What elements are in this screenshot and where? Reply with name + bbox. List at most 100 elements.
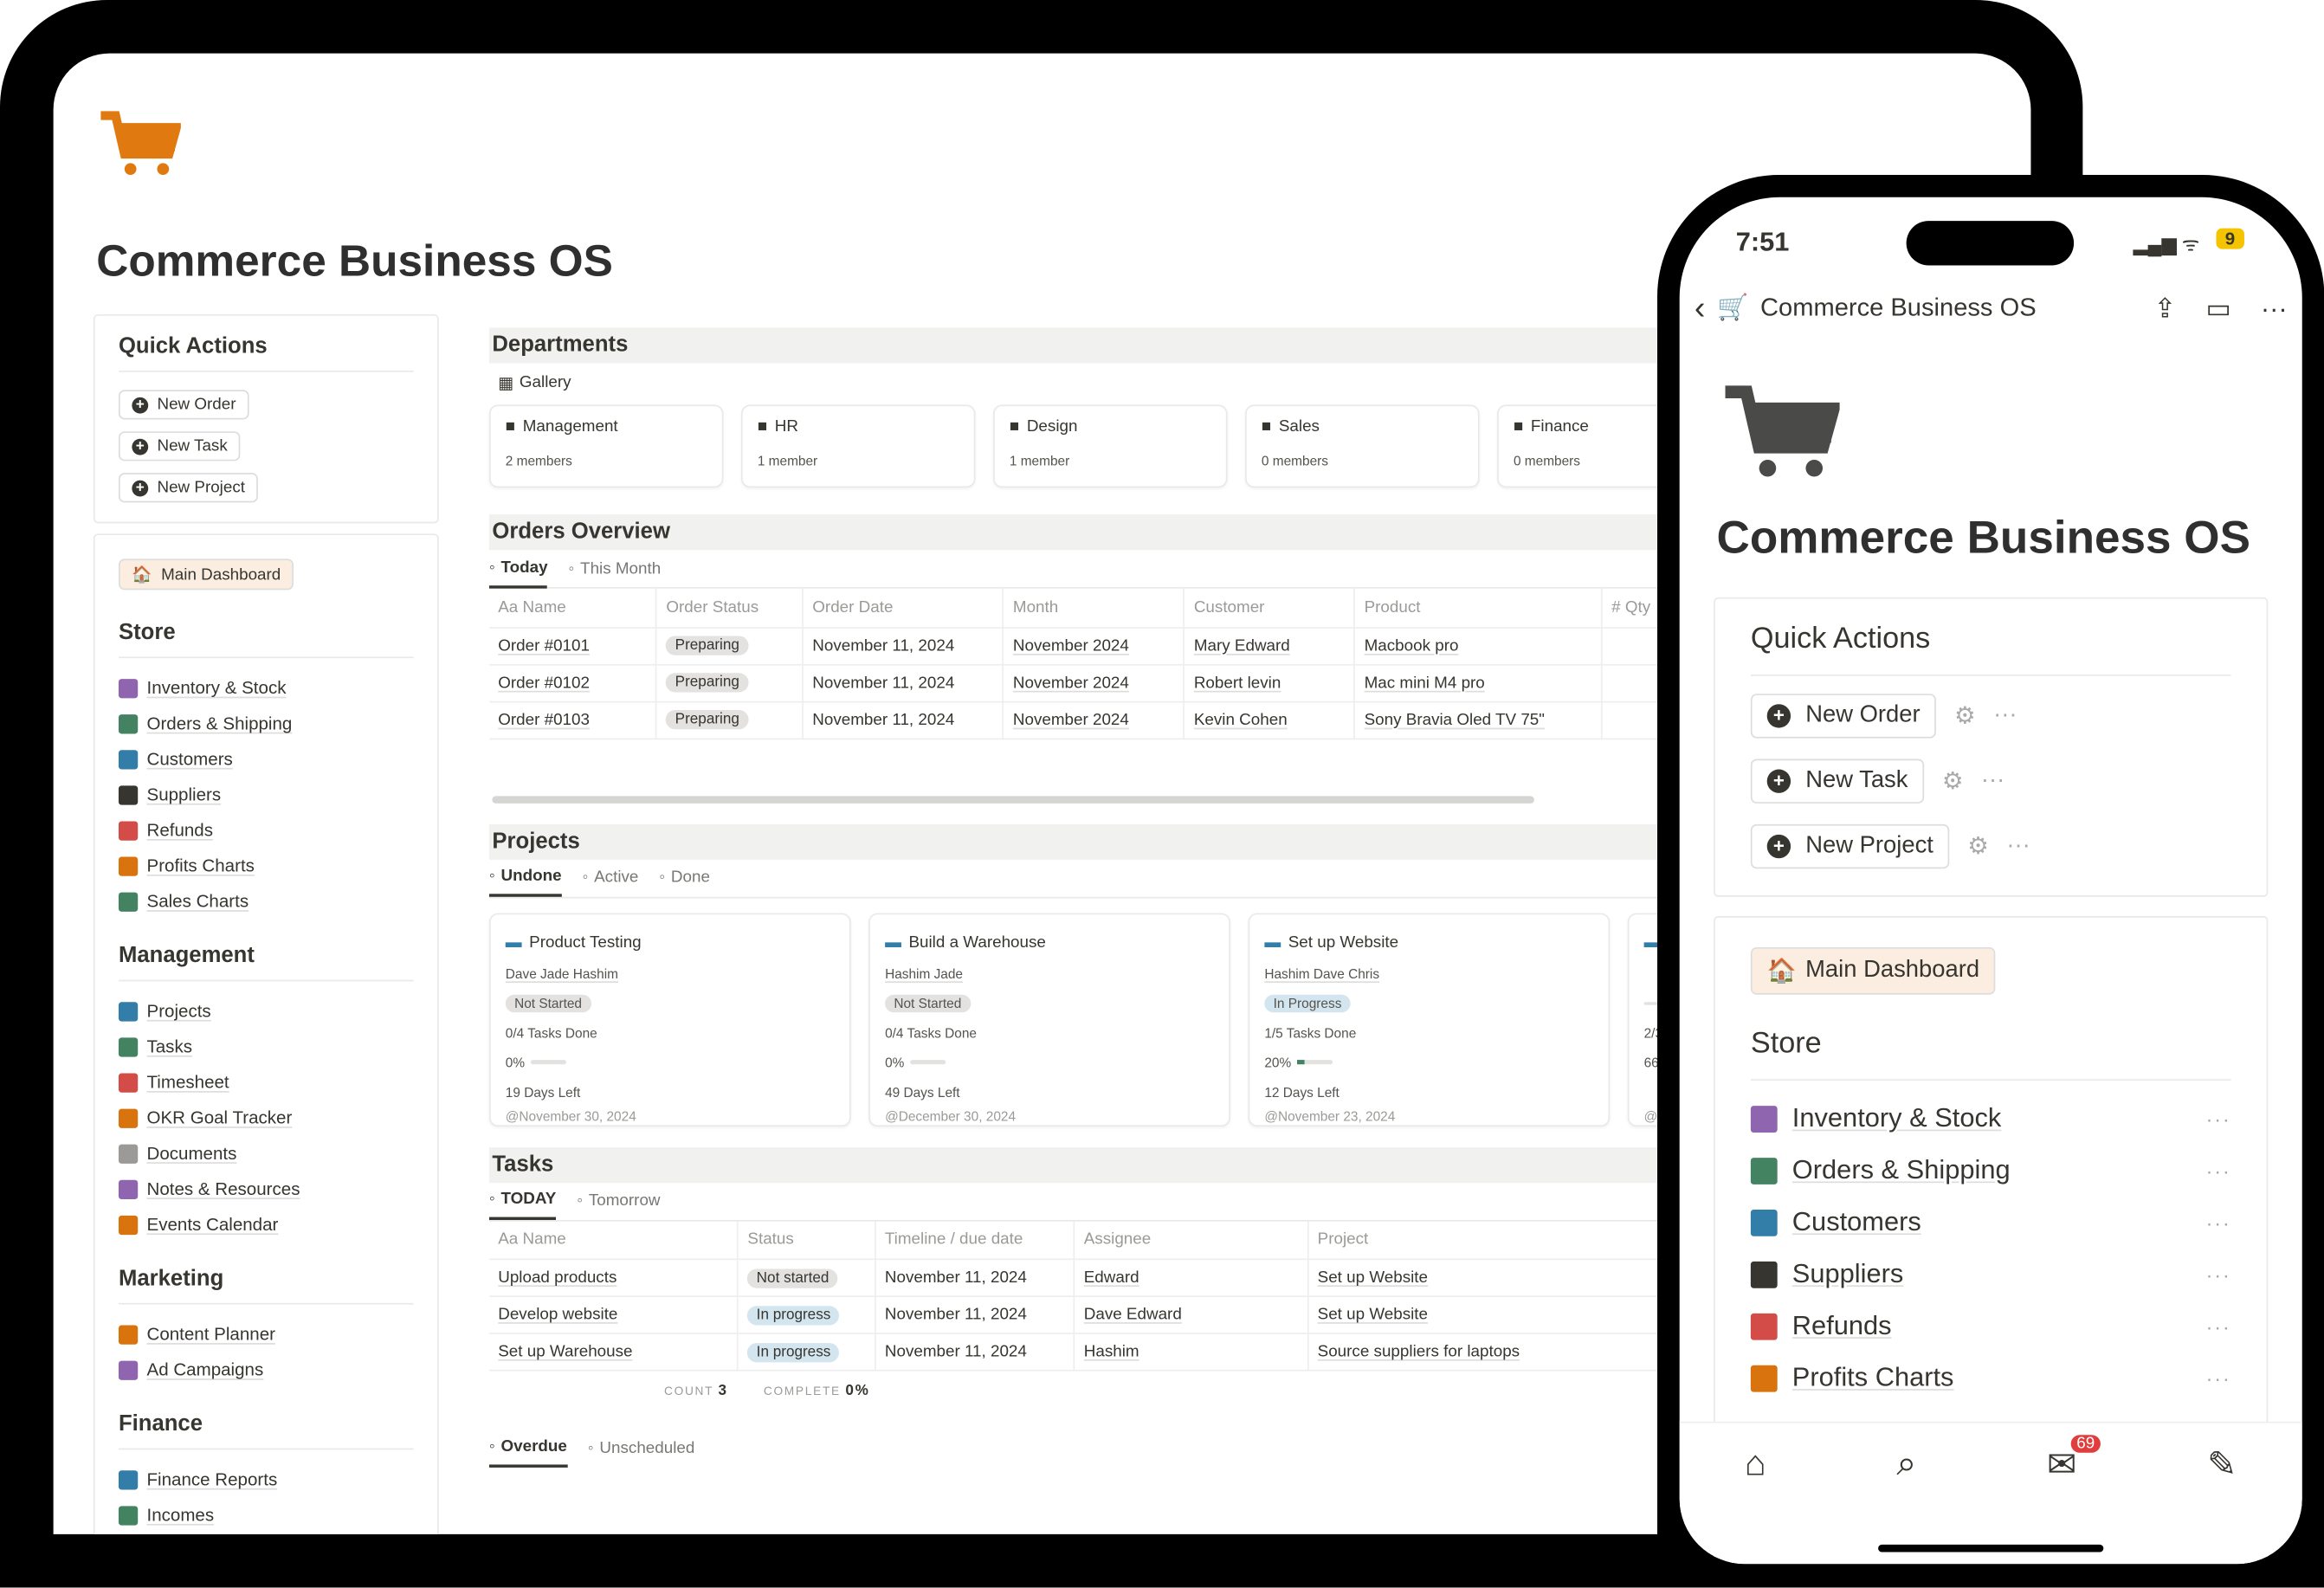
view-tab[interactable]: ◦ TODAY (488, 1181, 557, 1220)
phone-quick-action[interactable]: + New Task ⚙ ··· (1750, 753, 2231, 810)
page-icon (118, 678, 139, 698)
view-tab[interactable]: ◦ Overdue (488, 1429, 567, 1468)
more-icon[interactable]: ··· (2205, 1210, 2231, 1235)
more-icon[interactable]: ··· (2205, 1107, 2231, 1131)
share-icon[interactable]: ⇪ (2153, 293, 2177, 323)
quick-action-new-order[interactable]: + New Order (118, 390, 249, 420)
column-header[interactable]: Project (1307, 1220, 1675, 1261)
home-tab-icon[interactable]: ⌂ (1744, 1443, 1766, 1484)
phone-quick-action[interactable]: + New Project ⚙ ··· (1750, 818, 2231, 875)
project-card[interactable]: ▬ Product Testing Dave Jade Hashim Not Star… (488, 912, 851, 1126)
table-row[interactable]: Upload products Not started November 11, 2… (488, 1259, 1675, 1298)
sidebar-item[interactable]: Timesheet (118, 1064, 414, 1100)
table-row[interactable]: Set up Warehouse In progress November 11, … (488, 1333, 1675, 1372)
page-icon (118, 1214, 139, 1235)
page-icon (1750, 1157, 1778, 1185)
project-card[interactable]: ▬ Set up Website Hashim Dave Chris In Progr… (1248, 912, 1611, 1126)
sidebar-item[interactable]: Ad Campaigns (118, 1352, 414, 1387)
gear-icon[interactable]: ⚙ (1954, 704, 1976, 730)
phone-nav-item[interactable]: Customers ··· (1750, 1197, 2231, 1249)
column-header[interactable]: Timeline / due date (875, 1220, 1075, 1261)
department-members: 1 member (1009, 453, 1070, 468)
department-members: 0 members (1513, 453, 1581, 468)
more-icon[interactable]: ··· (2205, 1314, 2231, 1339)
column-header[interactable]: Status (738, 1220, 876, 1261)
back-icon[interactable]: ‹ (1694, 288, 1706, 326)
sidebar-item[interactable]: Events Calendar (118, 1207, 414, 1243)
compose-tab-icon[interactable]: ✎ (2206, 1445, 2237, 1486)
more-icon[interactable]: ··· (2205, 1262, 2231, 1287)
department-card[interactable]: ■ Sales 0 members (1245, 404, 1480, 488)
table-row[interactable]: Order #0103 Preparing November 11, 2024 Nov… (488, 700, 1675, 739)
table-cell: In progress (738, 1333, 876, 1372)
department-card[interactable]: ■ HR 1 member (741, 404, 976, 488)
phone-nav-item[interactable]: Inventory & Stock ··· (1750, 1093, 2231, 1145)
view-tab[interactable]: ◦ Active (583, 858, 639, 897)
sidebar-item[interactable]: Profits Charts (118, 848, 414, 883)
view-tab[interactable]: ◦ Today (488, 549, 548, 588)
phone-nav-item[interactable]: Refunds ··· (1750, 1300, 2231, 1352)
sidebar-item[interactable]: Customers (118, 741, 414, 777)
sidebar-item[interactable]: Refunds (118, 812, 414, 848)
table-row[interactable]: Develop website In progress November 11, 2… (488, 1296, 1675, 1334)
gallery-view-tab[interactable]: ▦ Gallery (489, 363, 2030, 402)
view-tab[interactable]: ◦ Tomorrow (577, 1181, 660, 1220)
view-tab[interactable]: ◦ This Month (569, 549, 662, 588)
more-icon[interactable]: ··· (2205, 1158, 2231, 1183)
sidebar-item[interactable]: Notes & Resources (118, 1171, 414, 1206)
gear-icon[interactable]: ⚙ (1941, 769, 1964, 795)
table-row[interactable]: Order #0102 Preparing November 11, 2024 Nov… (488, 663, 1675, 702)
gear-icon[interactable]: ⚙ (1967, 834, 1989, 860)
view-tab[interactable]: ◦ Unscheduled (588, 1429, 694, 1468)
more-icon[interactable]: ··· (2205, 1365, 2231, 1390)
column-header[interactable]: Aa Name (488, 588, 658, 629)
department-icon: ■ (1261, 417, 1272, 436)
more-icon[interactable]: ··· (1980, 767, 2005, 793)
horizontal-scrollbar[interactable] (492, 795, 1534, 804)
sidebar-item[interactable]: Orders & Shipping (118, 706, 414, 741)
days-left: 19 Days Left (505, 1084, 581, 1100)
column-header[interactable]: Order Date (803, 588, 1004, 629)
sidebar-item-label: Orders & Shipping (146, 713, 293, 734)
column-header[interactable]: Product (1354, 588, 1603, 629)
search-tab-icon[interactable]: ⌕ (1896, 1443, 1917, 1484)
inbox-tab-icon[interactable]: ✉ 69 (2047, 1435, 2101, 1564)
main-dashboard-button[interactable]: 🏠 Main Dashboard (118, 558, 294, 591)
sidebar-item[interactable]: OKR Goal Tracker (118, 1100, 414, 1135)
column-header[interactable]: Month (1003, 588, 1185, 629)
sidebar-item[interactable]: Content Planner (118, 1316, 414, 1352)
sidebar-item[interactable]: Projects (118, 993, 414, 1029)
quick-action-new-project[interactable]: + New Project (118, 473, 259, 503)
view-tab[interactable]: ◦ Undone (488, 858, 562, 897)
tab-label: TODAY (500, 1190, 557, 1209)
sidebar-item[interactable]: Suppliers (118, 777, 414, 812)
more-icon[interactable]: ··· (1993, 702, 2017, 728)
project-people: Hashim Jade (885, 965, 963, 981)
sidebar-item[interactable]: Sales Charts (118, 883, 414, 919)
column-header[interactable]: Customer (1184, 588, 1356, 629)
column-header[interactable]: Aa Name (488, 1220, 739, 1261)
comment-icon[interactable]: ▭ (2205, 293, 2231, 323)
phone-quick-action[interactable]: + New Order ⚙ ··· (1750, 687, 2231, 744)
sidebar-item[interactable]: Tasks (118, 1029, 414, 1064)
view-tab[interactable]: ◦ Done (659, 858, 710, 897)
more-icon[interactable]: ··· (2260, 293, 2288, 323)
department-card[interactable]: ■ Management 2 members (488, 404, 724, 488)
phone-nav-item[interactable]: Profits Charts ··· (1750, 1352, 2231, 1404)
sidebar-item[interactable]: Documents (118, 1135, 414, 1171)
phone-nav-item-label: Suppliers (1791, 1258, 1904, 1288)
sidebar-item[interactable]: Inventory & Stock (118, 670, 414, 706)
column-header[interactable]: Assignee (1074, 1220, 1309, 1261)
table-row[interactable]: Order #0101 Preparing November 11, 2024 Nov… (488, 627, 1675, 665)
sidebar-item[interactable]: Incomes (118, 1497, 414, 1533)
quick-action-new-task[interactable]: + New Task (118, 431, 242, 462)
phone-main-dashboard-button[interactable]: 🏠 Main Dashboard (1750, 946, 1996, 995)
cell-value: Mary Edward (1193, 636, 1290, 655)
column-header[interactable]: Order Status (656, 588, 804, 629)
department-card[interactable]: ■ Design 1 member (993, 404, 1228, 488)
phone-nav-item[interactable]: Orders & Shipping ··· (1750, 1145, 2231, 1197)
more-icon[interactable]: ··· (2006, 833, 2030, 859)
sidebar-item[interactable]: Finance Reports (118, 1462, 414, 1497)
phone-nav-item[interactable]: Suppliers ··· (1750, 1249, 2231, 1301)
project-card[interactable]: ▬ Build a Warehouse Hashim Jade Not Started… (868, 912, 1230, 1126)
